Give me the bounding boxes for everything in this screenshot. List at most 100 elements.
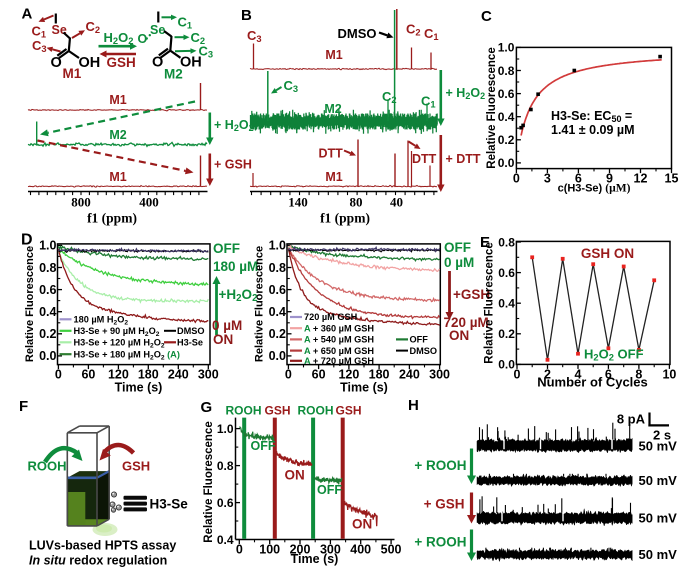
svg-text:120: 120 [108, 368, 129, 382]
svg-text:12: 12 [634, 172, 648, 186]
svg-text:F: F [19, 398, 28, 415]
svg-text:C3: C3 [284, 78, 299, 94]
svg-text:Time (s): Time (s) [340, 381, 388, 395]
svg-text:H: H [408, 397, 419, 414]
svg-text:E: E [480, 234, 490, 251]
svg-text:1.0: 1.0 [498, 41, 515, 55]
svg-text:f1 (ppm): f1 (ppm) [320, 211, 370, 226]
svg-text:400: 400 [139, 195, 159, 210]
svg-text:720 µM GSH: 720 µM GSH [304, 312, 358, 322]
svg-text:+H2O2: +H2O2 [219, 287, 259, 304]
svg-text:0: 0 [513, 172, 520, 186]
svg-text:C1: C1 [424, 26, 439, 42]
svg-text:GSH ON: GSH ON [581, 246, 634, 261]
svg-text:0: 0 [236, 543, 243, 557]
svg-text:M2: M2 [109, 128, 126, 142]
svg-text:0.6: 0.6 [498, 266, 515, 280]
svg-text:DMSO: DMSO [338, 26, 377, 41]
svg-text:+ GSH: + GSH [214, 158, 252, 172]
svg-text:200: 200 [290, 543, 311, 557]
svg-text:H3-Se + 90 µM H2O2: H3-Se + 90 µM H2O2 [74, 326, 160, 338]
svg-text:1.41 ± 0.09 µM: 1.41 ± 0.09 µM [551, 123, 635, 137]
svg-text:80: 80 [350, 195, 363, 210]
svg-text:0.2: 0.2 [498, 133, 515, 147]
svg-text:Relative Fluorescence: Relative Fluorescence [254, 246, 266, 362]
svg-text:6: 6 [575, 172, 582, 186]
svg-text:C1: C1 [178, 15, 193, 31]
svg-text:500: 500 [381, 543, 402, 557]
svg-text:M1: M1 [325, 170, 342, 184]
svg-text:0.4: 0.4 [498, 110, 515, 124]
svg-text:C3: C3 [199, 44, 214, 60]
svg-text:300: 300 [320, 543, 341, 557]
svg-text:ROOH: ROOH [28, 459, 67, 474]
svg-text:c(H3-Se) (µM): c(H3-Se) (µM) [558, 183, 631, 195]
svg-text:C2: C2 [406, 22, 421, 38]
svg-text:M1: M1 [109, 93, 126, 107]
svg-text:0.8: 0.8 [217, 459, 234, 473]
svg-text:GSH: GSH [107, 55, 136, 70]
svg-text:GSH: GSH [336, 404, 362, 418]
svg-text:50 mV: 50 mV [639, 547, 678, 562]
svg-text:Se: Se [150, 23, 165, 37]
svg-text:H3-Se + 180 µM H2O2 (A): H3-Se + 180 µM H2O2 (A) [74, 349, 180, 361]
svg-text:50 mV: 50 mV [639, 511, 678, 526]
svg-text:0.4: 0.4 [39, 305, 56, 319]
svg-text:4: 4 [575, 367, 582, 381]
svg-text:C3: C3 [247, 28, 262, 44]
svg-text:ON: ON [213, 332, 233, 347]
svg-text:OFF: OFF [213, 241, 240, 256]
svg-text:GSH: GSH [122, 459, 150, 474]
svg-text:0 µM: 0 µM [444, 255, 474, 270]
svg-text:15: 15 [665, 172, 679, 186]
svg-text:B: B [241, 7, 252, 24]
svg-text:60: 60 [81, 368, 95, 382]
svg-text:OH: OH [79, 55, 101, 71]
svg-text:180 µM H2O2: 180 µM H2O2 [74, 315, 129, 327]
svg-text:240: 240 [399, 368, 420, 382]
svg-text:C3: C3 [32, 38, 47, 54]
svg-text:0: 0 [285, 368, 292, 382]
svg-text:LUVs-based HPTS assay: LUVs-based HPTS assay [29, 539, 176, 553]
svg-text:Number of Cycles: Number of Cycles [537, 375, 648, 390]
svg-text:0.6: 0.6 [269, 283, 286, 297]
svg-text:50 mV: 50 mV [639, 473, 678, 488]
svg-text:M2: M2 [324, 102, 341, 116]
svg-text:OFF: OFF [251, 439, 276, 453]
svg-text:A: A [22, 6, 33, 23]
svg-text:Relative Fluorescence: Relative Fluorescence [203, 421, 215, 542]
svg-text:M2: M2 [164, 67, 183, 82]
svg-text:H3-Se + 120 µM H2O2: H3-Se + 120 µM H2O2 [74, 338, 165, 350]
svg-text:M1: M1 [63, 66, 82, 81]
svg-text:OFF: OFF [410, 335, 429, 345]
svg-text:60: 60 [312, 368, 326, 382]
svg-text:GSH: GSH [265, 404, 291, 418]
svg-text:0.8: 0.8 [498, 64, 515, 78]
svg-text:M1: M1 [109, 170, 126, 184]
svg-text:0.0: 0.0 [39, 349, 56, 363]
svg-text:ROOH: ROOH [298, 404, 334, 418]
svg-text:O: O [152, 55, 163, 71]
svg-text:H2O2: H2O2 [104, 30, 134, 46]
svg-text:DTT: DTT [412, 152, 437, 166]
svg-text:A + 540 µM GSH: A + 540 µM GSH [304, 335, 374, 345]
svg-text:0.4: 0.4 [498, 297, 515, 311]
svg-text:0: 0 [55, 368, 62, 382]
svg-text:0 µM: 0 µM [212, 318, 242, 333]
svg-text:240: 240 [168, 368, 189, 382]
svg-text:+ H2O2: + H2O2 [446, 86, 486, 101]
svg-text:Relative Fluorescence: Relative Fluorescence [24, 246, 36, 362]
svg-text:1.0: 1.0 [269, 239, 286, 253]
svg-text:0.0: 0.0 [498, 156, 515, 170]
svg-text:C1: C1 [32, 24, 47, 40]
svg-text:C1: C1 [421, 94, 436, 110]
svg-text:M1: M1 [325, 48, 342, 62]
svg-text:180: 180 [369, 368, 390, 382]
svg-text:0.2: 0.2 [269, 327, 286, 341]
svg-text:3: 3 [544, 172, 551, 186]
svg-text:A + 360 µM GSH: A + 360 µM GSH [304, 323, 374, 333]
svg-text:C2: C2 [382, 89, 397, 105]
svg-text:400: 400 [350, 543, 371, 557]
svg-text:0.6: 0.6 [498, 87, 515, 101]
svg-text:Time (s): Time (s) [291, 552, 339, 566]
